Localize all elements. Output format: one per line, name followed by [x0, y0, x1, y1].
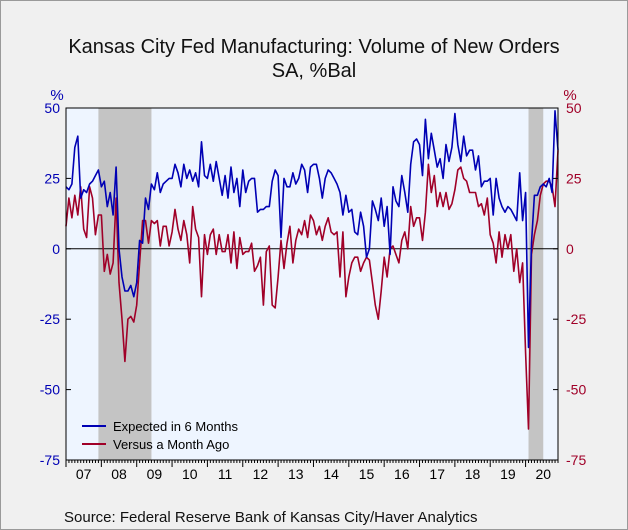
y-tick-label-right: 0 [566, 241, 574, 257]
recession-band [98, 108, 152, 460]
legend-label: Expected in 6 Months [113, 419, 239, 434]
chart-title: Kansas City Fed Manufacturing: Volume of… [68, 36, 560, 58]
x-tick-label: 12 [253, 466, 269, 482]
x-tick-label: 10 [182, 466, 198, 482]
y-tick-label-left: -25 [40, 311, 60, 327]
x-tick-label: 15 [359, 466, 375, 482]
series-line-versus-month-ago [65, 150, 559, 430]
y-tick-label-left: 25 [44, 170, 60, 186]
y-axis-label-left: % [50, 87, 63, 104]
y-tick-label-left: 0 [52, 241, 60, 257]
x-tick-label: 08 [111, 466, 127, 482]
legend: Expected in 6 Months Versus a Month Ago [82, 419, 239, 452]
x-tick-label: 13 [288, 466, 304, 482]
recession-bands [98, 108, 544, 460]
series-line-expected-6-months [65, 110, 559, 349]
x-tick-label: 11 [218, 466, 233, 482]
x-tick-label: 18 [465, 466, 481, 482]
y-tick-label-right: -75 [566, 452, 586, 468]
x-tick-label: 09 [147, 466, 163, 482]
x-tick-label: 14 [323, 466, 339, 482]
series-lines [65, 110, 559, 430]
x-tick-label: 07 [76, 466, 92, 482]
plot-border [65, 107, 559, 461]
x-tick-label: 19 [500, 466, 516, 482]
x-tick-label: 17 [429, 466, 445, 482]
y-axis-label-right: % [563, 87, 576, 104]
y-tick-label-right: -50 [566, 382, 586, 398]
y-tick-label-right: 25 [566, 170, 582, 186]
x-tick-label: 16 [394, 466, 410, 482]
x-tick-label: 20 [535, 466, 551, 482]
y-tick-label-left: 50 [44, 100, 60, 116]
axes: 50 50 25 25 0 0 -25 -25 -50 -50 -75 -75 07 08 09 10 11 12… [40, 100, 587, 482]
y-tick-label-right: 50 [566, 100, 582, 116]
chart-subtitle: SA, %Bal [271, 60, 357, 82]
legend-label: Versus a Month Ago [113, 437, 229, 452]
y-tick-label-right: -25 [566, 311, 586, 327]
source-note: Source: Federal Reserve Bank of Kansas C… [64, 509, 478, 526]
y-tick-label-left: -75 [40, 452, 60, 468]
y-tick-label-left: -50 [40, 382, 60, 398]
